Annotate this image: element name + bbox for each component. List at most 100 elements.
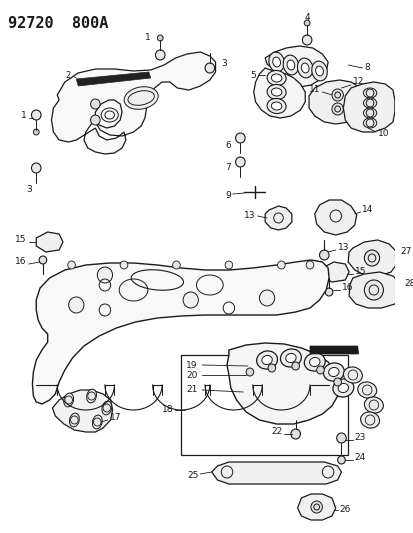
Circle shape	[319, 250, 328, 260]
Ellipse shape	[357, 382, 376, 398]
Text: 4: 4	[304, 13, 309, 22]
Circle shape	[172, 261, 180, 269]
Text: 15: 15	[15, 236, 27, 245]
Text: 27: 27	[400, 247, 411, 256]
Ellipse shape	[86, 389, 96, 403]
Polygon shape	[51, 52, 215, 154]
Text: 92720  800A: 92720 800A	[7, 16, 108, 31]
Circle shape	[336, 433, 345, 443]
Text: 20: 20	[185, 370, 197, 379]
Circle shape	[331, 89, 342, 101]
Circle shape	[90, 99, 100, 109]
Ellipse shape	[343, 367, 361, 383]
Text: 17: 17	[109, 414, 121, 423]
Ellipse shape	[337, 383, 348, 392]
Polygon shape	[297, 494, 335, 520]
Polygon shape	[347, 240, 396, 276]
Text: 11: 11	[308, 85, 320, 94]
Ellipse shape	[332, 379, 353, 397]
Circle shape	[291, 362, 299, 370]
Circle shape	[245, 368, 253, 376]
Ellipse shape	[363, 98, 376, 108]
Ellipse shape	[271, 88, 281, 96]
Ellipse shape	[285, 353, 295, 362]
Circle shape	[301, 35, 311, 45]
Ellipse shape	[69, 413, 79, 427]
Ellipse shape	[256, 351, 277, 369]
Ellipse shape	[304, 353, 324, 371]
Ellipse shape	[268, 52, 284, 72]
Ellipse shape	[360, 412, 379, 428]
Text: 23: 23	[354, 433, 366, 442]
Circle shape	[68, 261, 75, 269]
Circle shape	[304, 20, 309, 26]
Text: 25: 25	[187, 471, 198, 480]
Ellipse shape	[363, 108, 376, 118]
Text: 3: 3	[27, 185, 32, 195]
Circle shape	[235, 133, 244, 143]
Bar	[181, 355, 347, 455]
Circle shape	[306, 261, 313, 269]
Circle shape	[333, 378, 341, 386]
Text: 18: 18	[162, 406, 173, 415]
Text: 6: 6	[225, 141, 230, 149]
Text: 24: 24	[354, 454, 365, 463]
Polygon shape	[211, 462, 341, 484]
Ellipse shape	[301, 63, 309, 73]
Ellipse shape	[311, 61, 327, 81]
Text: 7: 7	[225, 164, 230, 173]
Circle shape	[90, 115, 100, 125]
Polygon shape	[264, 206, 291, 230]
Circle shape	[325, 288, 332, 296]
Text: 1: 1	[21, 110, 27, 119]
Polygon shape	[342, 82, 394, 132]
Circle shape	[31, 163, 41, 173]
Text: 13: 13	[337, 244, 348, 253]
Ellipse shape	[323, 363, 344, 381]
Polygon shape	[348, 272, 400, 308]
Text: 2: 2	[65, 71, 70, 80]
Circle shape	[39, 256, 47, 264]
Polygon shape	[226, 343, 339, 424]
Circle shape	[183, 292, 198, 308]
Circle shape	[31, 110, 41, 120]
Text: 9: 9	[225, 190, 230, 199]
Ellipse shape	[266, 84, 285, 100]
Ellipse shape	[92, 415, 102, 429]
Ellipse shape	[266, 99, 285, 114]
Text: 10: 10	[377, 130, 388, 139]
Text: 14: 14	[361, 206, 373, 214]
Text: 16: 16	[341, 284, 352, 293]
Circle shape	[155, 50, 165, 60]
Text: 8: 8	[363, 63, 369, 72]
Text: 21: 21	[185, 385, 197, 394]
Circle shape	[235, 157, 244, 167]
Text: 3: 3	[221, 59, 226, 68]
Text: 12: 12	[352, 77, 363, 86]
Text: 19: 19	[185, 360, 197, 369]
Text: 13: 13	[244, 212, 255, 221]
Polygon shape	[314, 200, 356, 235]
Ellipse shape	[363, 397, 382, 413]
Polygon shape	[309, 346, 358, 354]
Circle shape	[225, 261, 232, 269]
Circle shape	[363, 280, 382, 300]
Text: 22: 22	[271, 427, 282, 437]
Circle shape	[33, 129, 39, 135]
Ellipse shape	[363, 118, 376, 128]
Ellipse shape	[261, 356, 272, 365]
Circle shape	[157, 35, 163, 41]
Ellipse shape	[64, 393, 74, 407]
Circle shape	[97, 267, 112, 283]
Polygon shape	[36, 232, 63, 252]
Circle shape	[259, 290, 274, 306]
Circle shape	[316, 366, 323, 374]
Ellipse shape	[271, 74, 281, 82]
Ellipse shape	[266, 70, 285, 85]
Circle shape	[267, 364, 275, 372]
Text: 5: 5	[249, 70, 255, 79]
Circle shape	[363, 250, 379, 266]
Ellipse shape	[315, 66, 323, 76]
Polygon shape	[32, 260, 328, 404]
Circle shape	[290, 429, 300, 439]
